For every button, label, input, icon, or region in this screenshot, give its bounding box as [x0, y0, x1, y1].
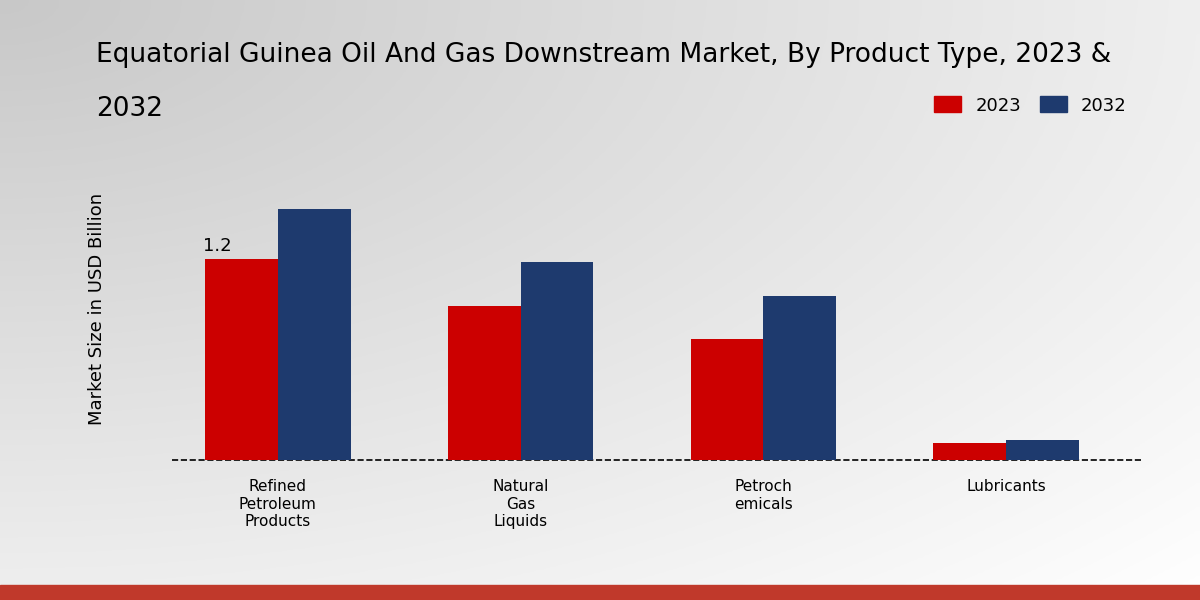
Bar	[521, 262, 594, 460]
Legend: 2023, 2032: 2023, 2032	[928, 89, 1134, 122]
Bar	[1006, 440, 1079, 460]
Text: Equatorial Guinea Oil And Gas Downstream Market, By Product Type, 2023 &: Equatorial Guinea Oil And Gas Downstream…	[96, 42, 1111, 68]
Text: 1.2: 1.2	[203, 238, 232, 256]
Bar	[934, 443, 1006, 460]
Bar	[763, 296, 836, 460]
Bar	[448, 305, 521, 460]
Bar	[690, 339, 763, 460]
Text: 2032: 2032	[96, 96, 163, 122]
Bar	[278, 209, 350, 460]
Y-axis label: Market Size in USD Billion: Market Size in USD Billion	[88, 193, 106, 425]
Bar	[205, 259, 278, 460]
